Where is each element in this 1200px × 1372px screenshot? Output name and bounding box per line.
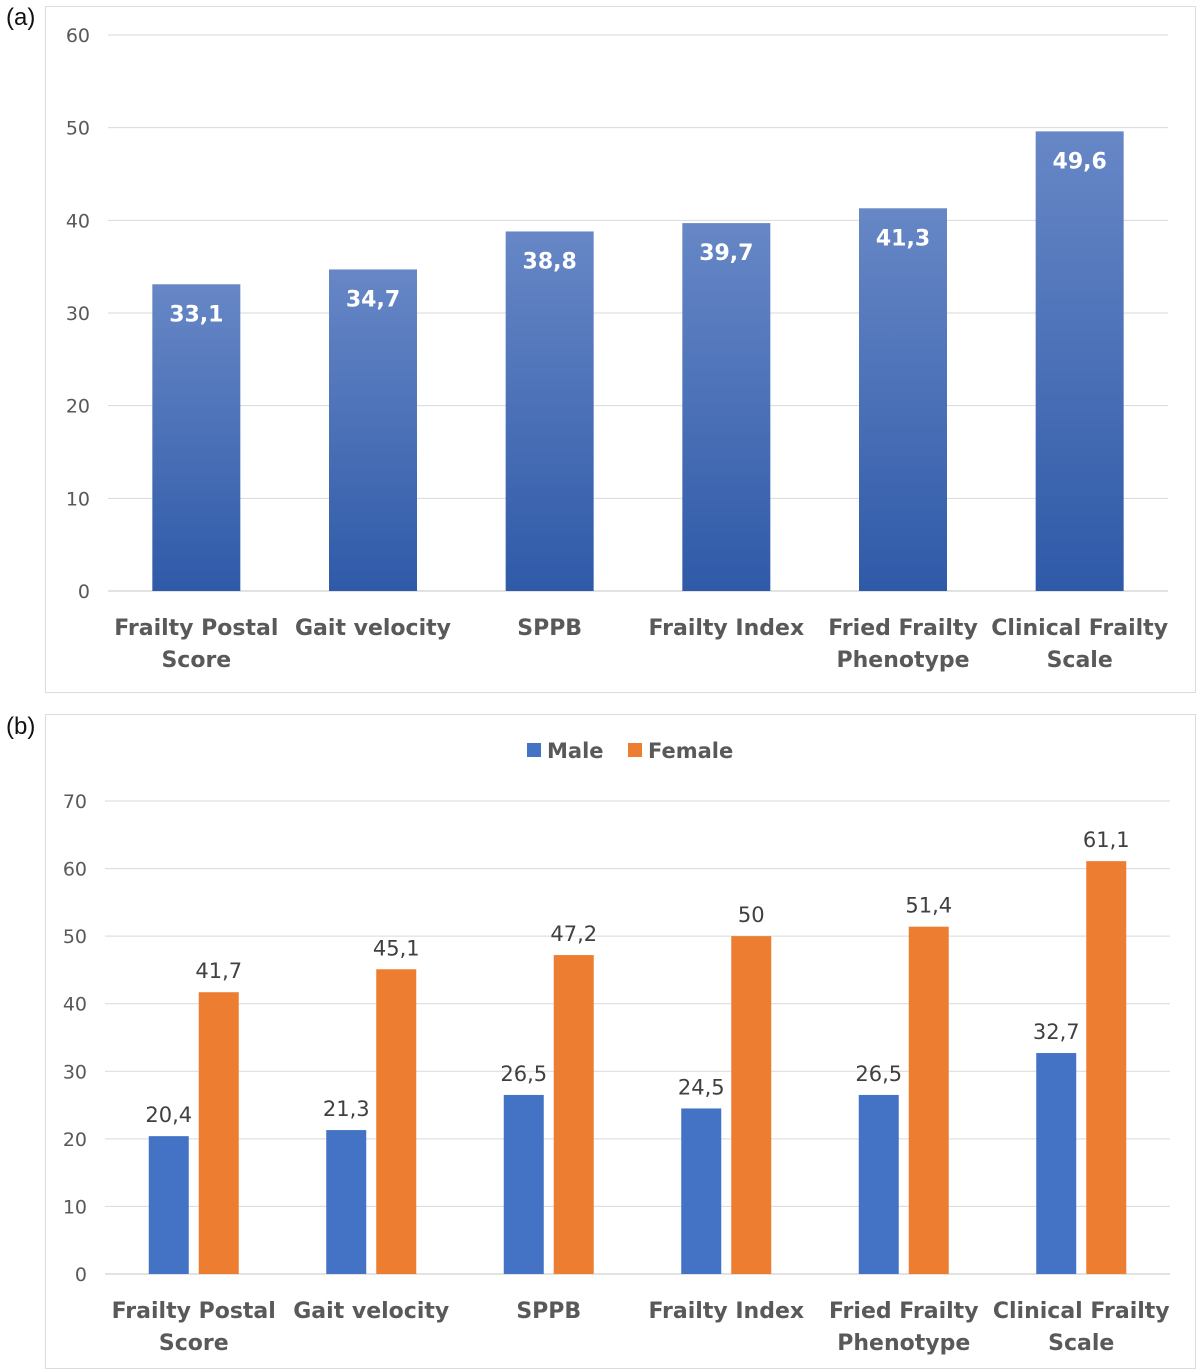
chart-a-y-tick-label: 20	[66, 396, 90, 418]
chart-a-bar	[152, 284, 241, 591]
chart-b-data-label: 32,7	[1033, 1020, 1080, 1044]
chart-b-bar-female	[731, 936, 772, 1274]
chart-b-category-label: Frailty Index	[648, 1299, 804, 1324]
chart-b-bar-male	[148, 1136, 189, 1274]
chart-b-bar-female	[1086, 861, 1127, 1274]
chart-a-data-label: 38,8	[523, 249, 577, 274]
legend-swatch-female	[628, 743, 642, 757]
chart-b-data-label: 21,3	[323, 1097, 370, 1121]
chart-b-data-label: 20,4	[145, 1103, 192, 1127]
chart-a-bar	[329, 269, 417, 591]
chart-b-category-label: Frailty Postal	[112, 1299, 276, 1324]
chart-a-category-label: Phenotype	[836, 648, 969, 673]
chart-b-category-label: Scale	[1048, 1331, 1114, 1356]
panel-b-label: (b)	[6, 713, 36, 740]
chart-b-data-label: 47,2	[550, 922, 597, 946]
chart-a-category-label: Score	[161, 648, 231, 673]
chart-a-bar	[859, 208, 947, 591]
chart-a-y-tick-label: 0	[78, 581, 90, 603]
chart-a-data-label: 33,1	[169, 302, 223, 327]
chart-a-category-label: Fried Frailty	[828, 616, 978, 641]
chart-b-category-label: SPPB	[516, 1299, 581, 1324]
chart-b-data-label: 26,5	[500, 1062, 547, 1086]
panel-a-label: (a)	[6, 4, 36, 31]
chart-b-bar-female	[198, 992, 239, 1274]
chart-b-data-label: 45,1	[373, 936, 420, 960]
legend-label-male: Male	[547, 739, 604, 763]
chart-b-data-label: 50	[738, 903, 765, 927]
chart-b-category-label: Fried Frailty	[829, 1299, 979, 1324]
chart-a-category-label: Frailty Index	[649, 616, 805, 641]
chart-b-category-label: Gait velocity	[293, 1299, 449, 1324]
chart-b-category-label: Phenotype	[837, 1331, 970, 1356]
legend-label-female: Female	[648, 739, 733, 763]
chart-a-category-label: SPPB	[517, 616, 582, 641]
chart-b-y-tick-label: 10	[63, 1196, 87, 1218]
chart-b-bar-male	[681, 1108, 722, 1274]
chart-b-data-label: 51,4	[905, 894, 952, 918]
chart-a-category-label: Frailty Postal	[114, 616, 278, 641]
chart-b-y-tick-label: 30	[63, 1061, 87, 1083]
chart-b-bar-male	[858, 1094, 899, 1274]
chart-b-data-label: 41,7	[195, 959, 242, 983]
chart-a-bar	[505, 231, 594, 591]
chart-b-y-tick-label: 70	[63, 791, 87, 813]
chart-b-data-label: 24,5	[678, 1075, 725, 1099]
chart-b-category-label: Clinical Frailty	[993, 1299, 1170, 1324]
chart-b-bar-male	[503, 1094, 544, 1274]
chart-b-y-tick-label: 50	[63, 926, 87, 948]
chart-b-y-tick-label: 20	[63, 1129, 87, 1151]
chart-b-y-tick-label: 0	[75, 1264, 87, 1286]
chart-a-category-label: Clinical Frailty	[991, 616, 1168, 641]
chart-a-bar	[1035, 131, 1124, 591]
chart-a-data-label: 34,7	[346, 287, 400, 312]
chart-b-bar-female	[553, 955, 594, 1274]
chart-a-category-label: Gait velocity	[295, 616, 451, 641]
chart-b-y-tick-label: 40	[63, 994, 87, 1016]
chart-b-bar-female	[908, 926, 949, 1274]
chart-a-y-tick-label: 60	[66, 25, 90, 47]
chart-a-y-tick-label: 30	[66, 303, 90, 325]
legend-swatch-male	[527, 743, 541, 757]
chart-b-bar-female	[376, 969, 417, 1274]
chart-b-bar-male	[1036, 1053, 1077, 1274]
chart-b-category-label: Score	[159, 1331, 229, 1356]
chart-b-y-tick-label: 60	[63, 859, 87, 881]
chart-a-y-tick-label: 40	[66, 210, 90, 232]
chart-a-category-label: Scale	[1047, 648, 1113, 673]
chart-a-y-tick-label: 10	[66, 488, 90, 510]
chart-b-data-label: 26,5	[855, 1062, 902, 1086]
chart-a-data-label: 39,7	[699, 241, 753, 266]
chart-a-data-label: 41,3	[876, 226, 930, 251]
chart-a-data-label: 49,6	[1053, 149, 1107, 174]
chart-b-data-label: 61,1	[1083, 828, 1130, 852]
chart-b-bar-male	[326, 1130, 367, 1274]
chart-a-bar	[682, 223, 771, 591]
chart-a-y-tick-label: 50	[66, 118, 90, 140]
